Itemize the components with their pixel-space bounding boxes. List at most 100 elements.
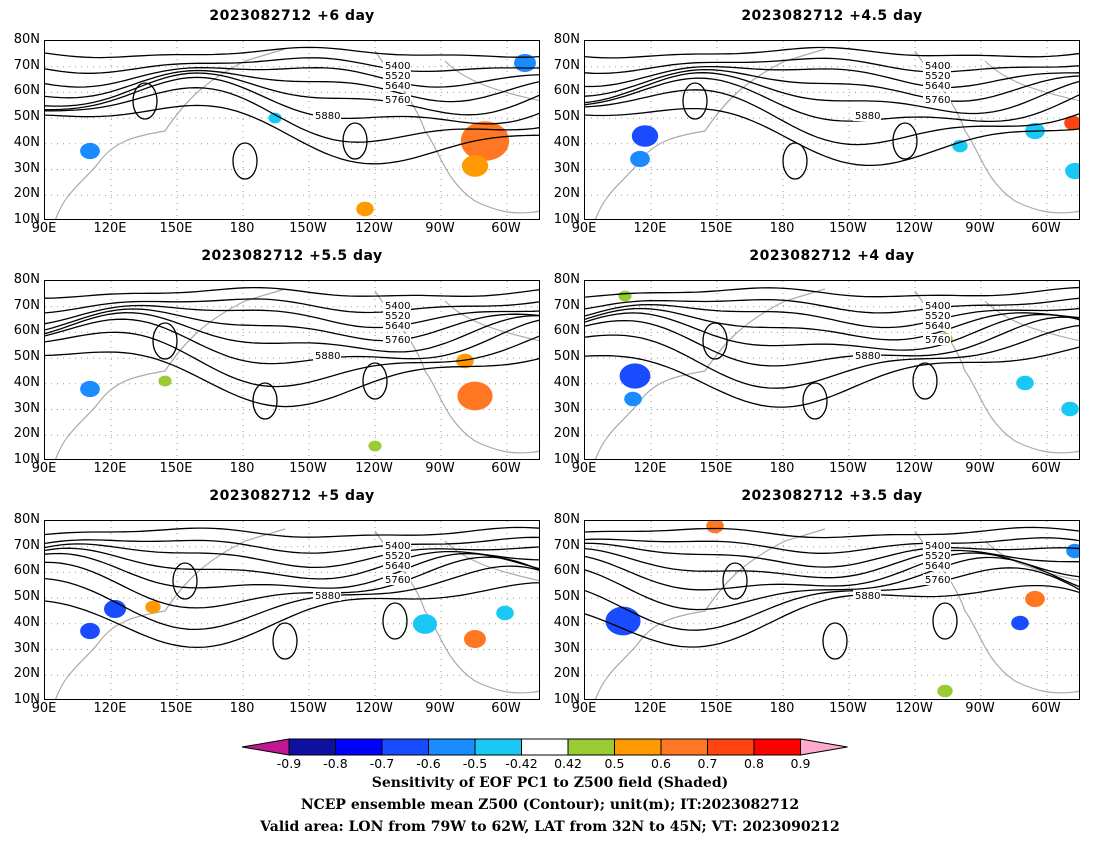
- shading-blob: [158, 375, 172, 387]
- latitude-label: 60N: [13, 563, 40, 579]
- map-panel: 5400 5520 5640 5760 5880: [44, 520, 540, 700]
- map-panel: 5400 5520 5640 5760 5880: [584, 40, 1080, 220]
- contour-line: [45, 57, 539, 74]
- colorbar: [242, 738, 848, 756]
- latitude-label: 20N: [13, 186, 40, 202]
- contour-line: [45, 67, 539, 88]
- colorbar-tick-label: 0.8: [744, 756, 764, 771]
- contour-line: [45, 543, 539, 569]
- contour-line: [585, 303, 1079, 329]
- contour-label: 5880: [315, 111, 340, 122]
- shading-blob: [1061, 401, 1079, 417]
- longitude-label: 90W: [425, 701, 455, 716]
- latitude-label: 50N: [553, 349, 580, 365]
- coastlines: [55, 288, 539, 459]
- colorbar-high-triangle: [800, 738, 848, 756]
- contour-label: 5640: [925, 81, 950, 92]
- panel-title: 2023082712 +5.5 day: [201, 248, 383, 264]
- shading-blob: [464, 630, 486, 648]
- latitude-label: 60N: [553, 83, 580, 99]
- coastlines: [595, 528, 1079, 699]
- longitude-label: 120E: [93, 461, 127, 476]
- colorbar-tick-label: 0.9: [790, 756, 811, 771]
- contour-label: 5640: [385, 561, 410, 572]
- closed-contour: [382, 602, 408, 640]
- panel-title: 2023082712 +4.5 day: [741, 8, 923, 24]
- contour-line: [45, 46, 539, 59]
- shading-blob: [268, 112, 282, 124]
- longitude-label: 150E: [159, 221, 193, 236]
- longitude-label: 90E: [31, 461, 57, 476]
- closed-contour: [342, 122, 368, 160]
- latitude-label: 20N: [553, 426, 580, 442]
- latitude-label: 30N: [13, 400, 40, 416]
- shading-blob: [80, 142, 100, 160]
- contour-line: [585, 312, 1079, 351]
- contour-line: [45, 104, 539, 165]
- colorbar-tick-label: -0.42: [505, 756, 538, 771]
- latitude-label: 70N: [13, 57, 40, 73]
- latitude-label: 50N: [13, 109, 40, 125]
- contour-line: [585, 107, 1079, 167]
- contour-line: [585, 89, 1079, 146]
- longitude-label: 120E: [633, 701, 667, 716]
- closed-contour: [912, 362, 938, 400]
- shading-blob: [368, 440, 382, 452]
- contour-label: 5400: [385, 541, 410, 552]
- longitude-label: 60W: [1031, 701, 1061, 716]
- shading-blob: [1025, 590, 1045, 608]
- contour-label: 5760: [385, 95, 410, 106]
- contour-label: 5520: [925, 311, 950, 322]
- latitude-label: 20N: [553, 666, 580, 682]
- latitude-label: 10N: [13, 212, 40, 227]
- closed-contour: [892, 122, 918, 160]
- colorbar-tick-label: 0.6: [651, 756, 671, 771]
- latitude-label: 10N: [13, 452, 40, 467]
- longitude-label: 180: [229, 221, 255, 236]
- closed-contour: [822, 622, 848, 660]
- closed-contour: [152, 322, 178, 360]
- contour-line: [45, 298, 539, 314]
- contour-line: [45, 87, 539, 143]
- contour-line: [45, 286, 539, 299]
- contour-line: [585, 556, 1079, 611]
- contour-label: 5880: [855, 351, 880, 362]
- longitude-label: 120W: [355, 221, 393, 236]
- colorbar-tick-label: 0.7: [697, 756, 718, 771]
- longitude-label: 90W: [965, 461, 995, 476]
- longitude-label: 120E: [93, 701, 127, 716]
- latitude-label: 40N: [13, 134, 40, 150]
- contour-line: [585, 542, 1079, 568]
- longitude-label: 150E: [159, 461, 193, 476]
- contour-line: [585, 324, 1079, 389]
- colorbar-tick-label: -0.5: [462, 756, 488, 771]
- longitude-label: 60W: [491, 461, 521, 476]
- shading-blob: [630, 150, 650, 168]
- latitude-label: 40N: [13, 614, 40, 630]
- closed-contour: [722, 562, 748, 600]
- contour-line: [45, 69, 539, 103]
- contour-line: [45, 308, 539, 342]
- map-panel: 5400 5520 5640 5760 5880: [584, 280, 1080, 460]
- closed-contour: [702, 322, 728, 360]
- latitude-label: 30N: [13, 160, 40, 176]
- contour-label: 5640: [925, 561, 950, 572]
- contour-label: 5880: [315, 591, 340, 602]
- closed-contour: [782, 142, 808, 180]
- longitude-label: 90W: [965, 701, 995, 716]
- longitude-label: 90E: [571, 701, 597, 716]
- longitude-label: 150W: [829, 461, 867, 476]
- contour-line: [45, 536, 539, 554]
- latitude-label: 20N: [553, 186, 580, 202]
- shading-blob: [937, 684, 953, 698]
- latitude-label: 70N: [13, 297, 40, 313]
- closed-contour: [802, 382, 828, 420]
- contour-line: [585, 307, 1079, 341]
- contour-label: 5520: [385, 71, 410, 82]
- latitude-label: 80N: [553, 512, 580, 527]
- panel-title: 2023082712 +4 day: [749, 248, 915, 264]
- longitude-label: 180: [769, 221, 795, 236]
- contour-line: [585, 65, 1079, 89]
